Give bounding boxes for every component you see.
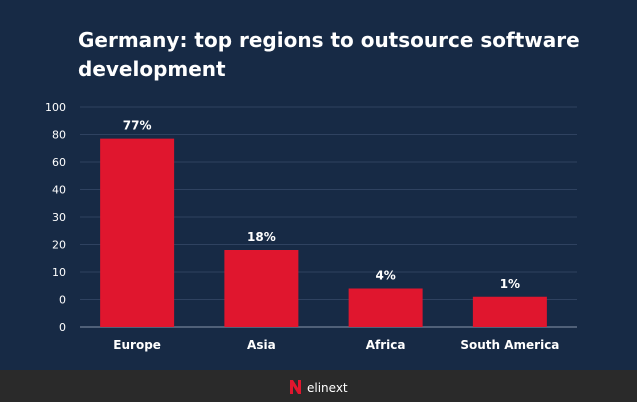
y-tick-label: 0 (59, 321, 66, 334)
data-label: 18% (247, 230, 276, 244)
x-tick-label: Asia (247, 338, 276, 352)
y-tick-label: 60 (52, 156, 66, 169)
y-tick-label: 0 (59, 294, 66, 307)
data-label: 1% (500, 277, 520, 291)
bar-asia (224, 250, 299, 327)
y-tick-label: 30 (52, 211, 66, 224)
elinext-logo: elinext (290, 380, 348, 395)
y-tick-label: 80 (52, 129, 66, 142)
x-tick-label: Africa (366, 338, 406, 352)
x-tick-label: Europe (113, 338, 161, 352)
bar-south-america (472, 296, 547, 327)
data-label: 77% (123, 119, 152, 133)
data-label: 4% (375, 269, 395, 283)
bar-chart: 1008060403020100077%Europe18%Asia4%Afric… (45, 101, 577, 352)
y-tick-label: 100 (45, 101, 66, 114)
footer (0, 370, 637, 402)
y-tick-label: 40 (52, 184, 66, 197)
y-tick-label: 20 (52, 239, 66, 252)
chart-title: Germany: top regions to outsource softwa… (78, 28, 580, 81)
bar-europe (100, 138, 175, 327)
svg-text:elinext: elinext (307, 381, 348, 395)
x-tick-label: South America (460, 338, 559, 352)
bar-africa (348, 288, 423, 327)
y-tick-label: 10 (52, 266, 66, 279)
